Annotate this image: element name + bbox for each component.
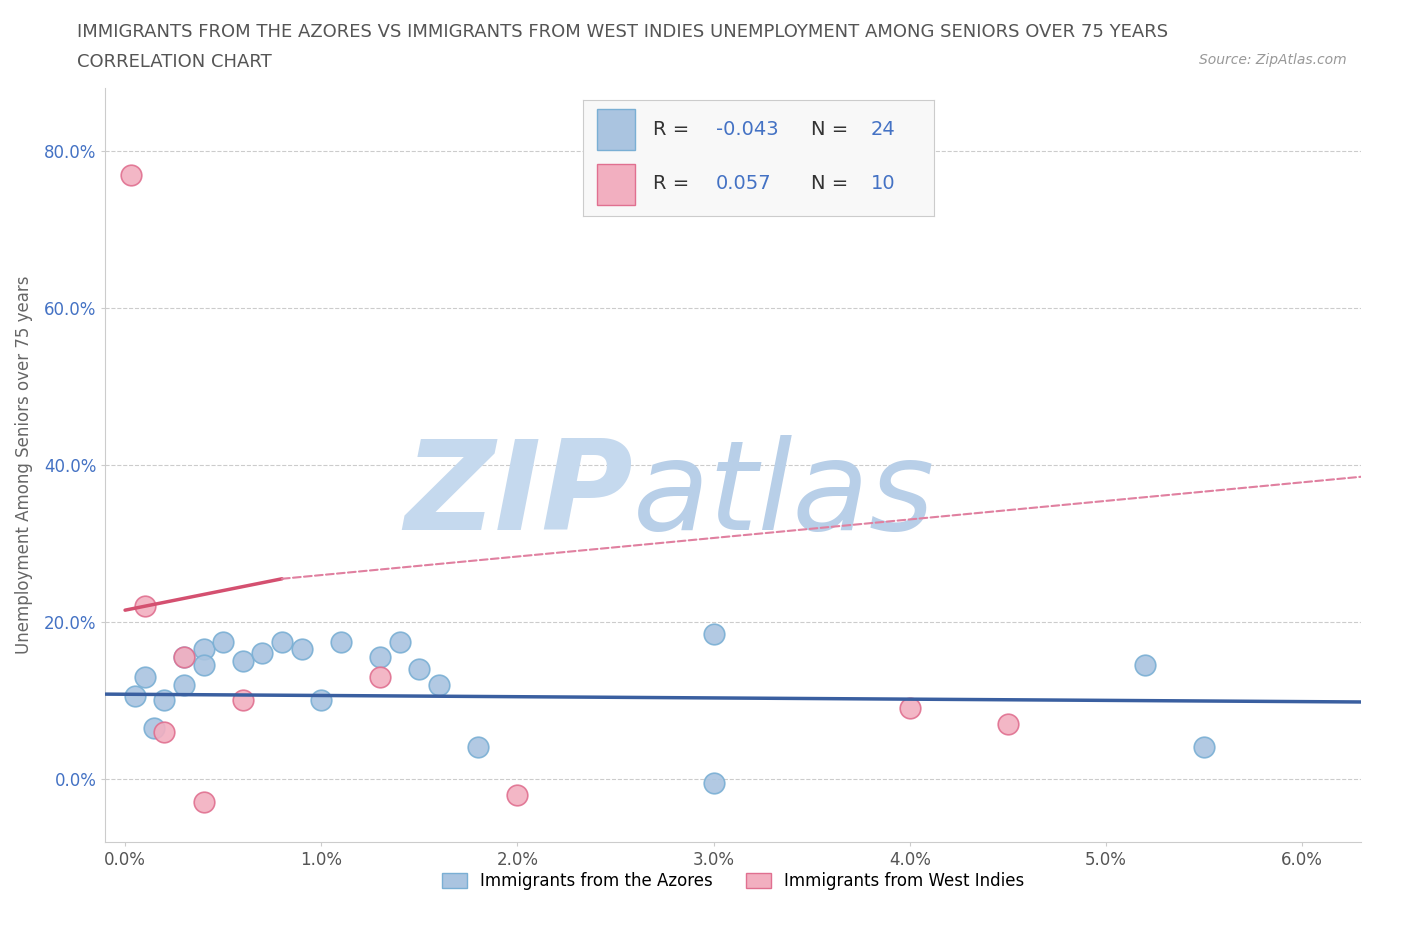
Legend: Immigrants from the Azores, Immigrants from West Indies: Immigrants from the Azores, Immigrants f…	[441, 871, 1025, 890]
Point	[143, 721, 166, 736]
Point	[193, 795, 215, 810]
Point	[212, 634, 235, 649]
Text: ZIP: ZIP	[404, 434, 633, 555]
Point	[173, 677, 195, 692]
Point	[153, 693, 176, 708]
Point	[134, 670, 156, 684]
Point	[703, 626, 725, 641]
Point	[703, 776, 725, 790]
Point	[467, 740, 489, 755]
Point	[120, 167, 142, 182]
Point	[368, 670, 391, 684]
Point	[124, 689, 146, 704]
Point	[173, 650, 195, 665]
Point	[193, 642, 215, 657]
Point	[1135, 658, 1157, 672]
Point	[193, 658, 215, 672]
Point	[388, 634, 411, 649]
Point	[153, 724, 176, 739]
Point	[408, 661, 430, 676]
Point	[232, 654, 254, 669]
Text: IMMIGRANTS FROM THE AZORES VS IMMIGRANTS FROM WEST INDIES UNEMPLOYMENT AMONG SEN: IMMIGRANTS FROM THE AZORES VS IMMIGRANTS…	[77, 23, 1168, 41]
Point	[506, 787, 529, 802]
Point	[271, 634, 294, 649]
Text: Source: ZipAtlas.com: Source: ZipAtlas.com	[1199, 53, 1347, 67]
Text: CORRELATION CHART: CORRELATION CHART	[77, 53, 273, 71]
Point	[291, 642, 314, 657]
Point	[329, 634, 352, 649]
Point	[1192, 740, 1215, 755]
Point	[368, 650, 391, 665]
Point	[134, 599, 156, 614]
Y-axis label: Unemployment Among Seniors over 75 years: Unemployment Among Seniors over 75 years	[15, 276, 32, 654]
Point	[252, 646, 274, 661]
Text: atlas: atlas	[633, 434, 935, 555]
Point	[898, 701, 921, 716]
Point	[427, 677, 450, 692]
Point	[173, 650, 195, 665]
Point	[232, 693, 254, 708]
Point	[997, 716, 1019, 731]
Point	[309, 693, 332, 708]
